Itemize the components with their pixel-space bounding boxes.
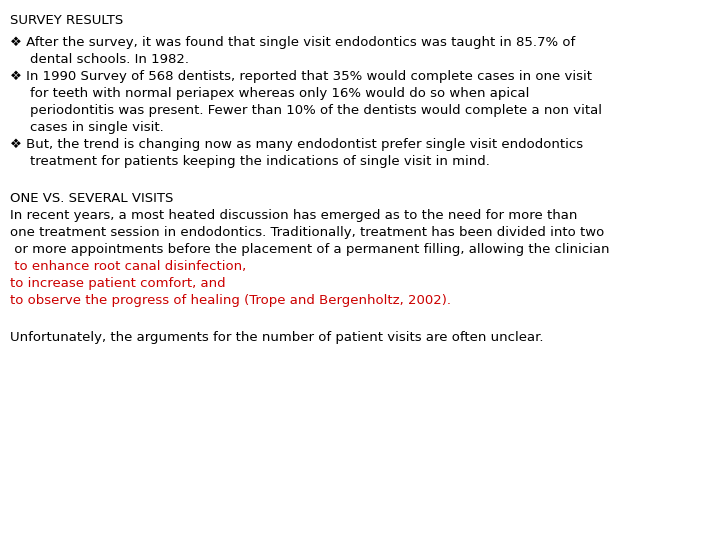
Text: In recent years, a most heated discussion has emerged as to the need for more th: In recent years, a most heated discussio… <box>10 209 577 222</box>
Text: treatment for patients keeping the indications of single visit in mind.: treatment for patients keeping the indic… <box>30 155 490 168</box>
Text: to increase patient comfort, and: to increase patient comfort, and <box>10 277 225 290</box>
Text: periodontitis was present. Fewer than 10% of the dentists would complete a non v: periodontitis was present. Fewer than 10… <box>30 104 602 117</box>
Text: for teeth with normal periapex whereas only 16% would do so when apical: for teeth with normal periapex whereas o… <box>30 87 529 100</box>
Text: ❖ After the survey, it was found that single visit endodontics was taught in 85.: ❖ After the survey, it was found that si… <box>10 36 575 49</box>
Text: dental schools. In 1982.: dental schools. In 1982. <box>30 53 189 66</box>
Text: ❖ In 1990 Survey of 568 dentists, reported that 35% would complete cases in one : ❖ In 1990 Survey of 568 dentists, report… <box>10 70 592 83</box>
Text: to enhance root canal disinfection,: to enhance root canal disinfection, <box>10 260 246 273</box>
Text: ❖ But, the trend is changing now as many endodontist prefer single visit endodon: ❖ But, the trend is changing now as many… <box>10 138 583 151</box>
Text: cases in single visit.: cases in single visit. <box>30 121 163 134</box>
Text: or more appointments before the placement of a permanent filling, allowing the c: or more appointments before the placemen… <box>10 243 610 256</box>
Text: Unfortunately, the arguments for the number of patient visits are often unclear.: Unfortunately, the arguments for the num… <box>10 331 544 344</box>
Text: SURVEY RESULTS: SURVEY RESULTS <box>10 14 123 27</box>
Text: ONE VS. SEVERAL VISITS: ONE VS. SEVERAL VISITS <box>10 192 174 205</box>
Text: to observe the progress of healing (Trope and Bergenholtz, 2002).: to observe the progress of healing (Trop… <box>10 294 451 307</box>
Text: one treatment session in endodontics. Traditionally, treatment has been divided : one treatment session in endodontics. Tr… <box>10 226 604 239</box>
